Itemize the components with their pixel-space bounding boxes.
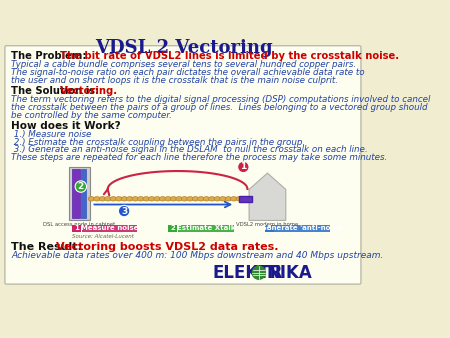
Ellipse shape xyxy=(116,197,122,201)
FancyBboxPatch shape xyxy=(81,169,86,218)
Text: 1.) Measure noise: 1.) Measure noise xyxy=(11,130,92,139)
FancyBboxPatch shape xyxy=(81,224,137,232)
Ellipse shape xyxy=(187,197,193,201)
FancyBboxPatch shape xyxy=(72,224,81,232)
Text: Typical a cable bundle comprises several tens to several hundred copper pairs.: Typical a cable bundle comprises several… xyxy=(11,61,356,69)
Text: 2: 2 xyxy=(171,225,175,231)
Text: ELEKTR: ELEKTR xyxy=(212,264,283,282)
Polygon shape xyxy=(249,173,286,220)
Circle shape xyxy=(118,206,130,217)
Text: Source: Alcatel-Lucent: Source: Alcatel-Lucent xyxy=(72,234,134,239)
Ellipse shape xyxy=(121,197,127,201)
Text: Estimate Xtalk: Estimate Xtalk xyxy=(176,225,235,231)
FancyBboxPatch shape xyxy=(72,169,80,218)
Ellipse shape xyxy=(198,197,204,201)
Ellipse shape xyxy=(137,197,144,201)
Ellipse shape xyxy=(230,197,237,201)
Text: VDSL2 modem in home: VDSL2 modem in home xyxy=(236,222,298,227)
FancyBboxPatch shape xyxy=(239,196,252,202)
Text: VDSL 2 Vectoring: VDSL 2 Vectoring xyxy=(95,39,273,57)
Text: 2.) Estimate the crosstalk coupling between the pairs in the group.: 2.) Estimate the crosstalk coupling betw… xyxy=(11,138,306,147)
Text: DSL access node in cabinet: DSL access node in cabinet xyxy=(44,222,116,227)
Text: 3: 3 xyxy=(267,225,271,231)
Ellipse shape xyxy=(94,197,100,201)
Ellipse shape xyxy=(203,197,210,201)
Ellipse shape xyxy=(236,197,243,201)
Text: be controlled by the same computer.: be controlled by the same computer. xyxy=(11,111,172,120)
Text: The bit rate of VDSL2 lines is limited by the crosstalk noise.: The bit rate of VDSL2 lines is limited b… xyxy=(60,51,400,62)
Ellipse shape xyxy=(176,197,182,201)
FancyBboxPatch shape xyxy=(69,167,90,220)
Text: The term vectoring refers to the digital signal processing (DSP) computations in: The term vectoring refers to the digital… xyxy=(11,95,431,104)
Text: 2: 2 xyxy=(78,182,84,191)
Text: Generate 'anti-noise': Generate 'anti-noise' xyxy=(261,225,344,231)
Ellipse shape xyxy=(143,197,149,201)
Text: Achievable data rates over 400 m: 100 Mbps downstream and 40 Mbps upstream.: Achievable data rates over 400 m: 100 Mb… xyxy=(11,251,384,261)
Ellipse shape xyxy=(88,197,95,201)
Ellipse shape xyxy=(99,197,106,201)
Ellipse shape xyxy=(148,197,155,201)
Ellipse shape xyxy=(132,197,139,201)
FancyBboxPatch shape xyxy=(5,46,361,284)
Text: 3.) Generate an anti-noise signal in the DSLAM  to null the crosstalk on each li: 3.) Generate an anti-noise signal in the… xyxy=(11,145,368,154)
Text: 3: 3 xyxy=(121,207,127,216)
Text: the crosstalk between the pairs of a group of lines.  Lines belonging to a vecto: the crosstalk between the pairs of a gro… xyxy=(11,103,428,112)
Text: The signal-to-noise ratio on each pair dictates the overall achievable data rate: The signal-to-noise ratio on each pair d… xyxy=(11,68,365,77)
Text: Measure noise: Measure noise xyxy=(81,225,138,231)
Text: These steps are repeated for each line therefore the process may take some minut: These steps are repeated for each line t… xyxy=(11,153,388,162)
Circle shape xyxy=(252,266,266,279)
Text: How does it Work?: How does it Work? xyxy=(11,121,121,131)
FancyBboxPatch shape xyxy=(274,224,330,232)
Circle shape xyxy=(238,161,249,173)
Text: the user and on short loops it is the crosstalk that is the main noise culprit.: the user and on short loops it is the cr… xyxy=(11,76,338,85)
Ellipse shape xyxy=(220,197,226,201)
Circle shape xyxy=(75,181,86,192)
Text: The Solution is:: The Solution is: xyxy=(11,86,103,96)
Ellipse shape xyxy=(165,197,171,201)
FancyBboxPatch shape xyxy=(178,224,234,232)
Text: Vectoring.: Vectoring. xyxy=(60,86,118,96)
Ellipse shape xyxy=(181,197,188,201)
Ellipse shape xyxy=(104,197,111,201)
Ellipse shape xyxy=(126,197,133,201)
Ellipse shape xyxy=(225,197,232,201)
Ellipse shape xyxy=(159,197,166,201)
Ellipse shape xyxy=(154,197,160,201)
Text: The Problem:: The Problem: xyxy=(11,51,90,62)
Ellipse shape xyxy=(209,197,215,201)
Text: 1: 1 xyxy=(240,163,247,171)
Ellipse shape xyxy=(192,197,199,201)
FancyBboxPatch shape xyxy=(265,224,274,232)
Text: 1: 1 xyxy=(74,225,79,231)
Text: Vectoring boosts VDSL2 data rates.: Vectoring boosts VDSL2 data rates. xyxy=(56,242,279,252)
Text: NIKA: NIKA xyxy=(266,264,312,282)
Text: The Result:: The Result: xyxy=(11,242,86,252)
Ellipse shape xyxy=(214,197,220,201)
Ellipse shape xyxy=(110,197,117,201)
Ellipse shape xyxy=(170,197,177,201)
FancyBboxPatch shape xyxy=(168,224,177,232)
